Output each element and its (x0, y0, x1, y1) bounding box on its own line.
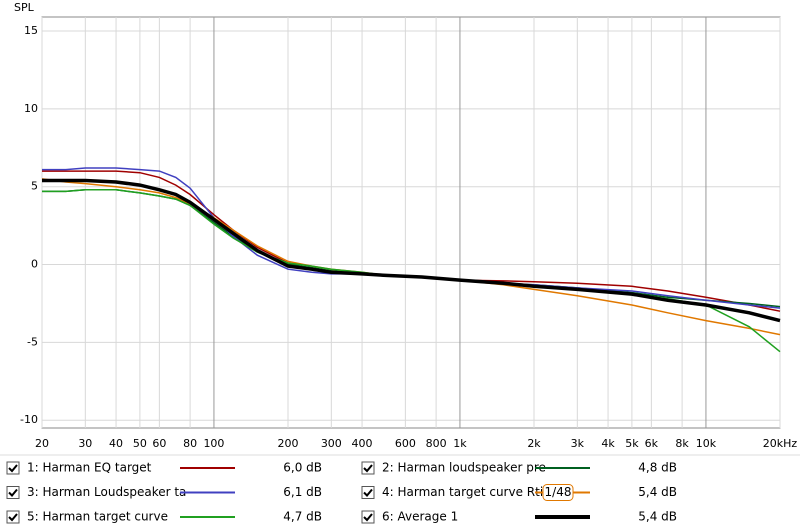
legend-level: 5,4 dB (638, 510, 677, 524)
x-tick-label: 40 (109, 437, 123, 450)
checkmark (363, 513, 373, 522)
series-line (42, 167, 781, 309)
x-tick-label: 10k (696, 437, 717, 450)
x-tick-label: 6k (645, 437, 659, 450)
x-tick-label: 60 (152, 437, 166, 450)
x-tick-label: 80 (183, 437, 197, 450)
checkbox[interactable] (6, 486, 20, 499)
legend-level: 6,0 dB (283, 461, 322, 475)
checkbox[interactable] (6, 461, 20, 475)
checkmark (8, 488, 18, 497)
legend-level: 4,8 dB (638, 461, 677, 475)
x-tick-label: 4k (601, 437, 615, 450)
y-tick-label: 5 (31, 180, 38, 193)
y-tick-label: 10 (24, 102, 38, 115)
y-axis-label: SPL (14, 1, 35, 14)
x-tick-label: 20kHz (763, 437, 798, 450)
legend-level: 6,1 dB (283, 485, 322, 499)
x-tick-label: 3k (571, 437, 585, 450)
x-tick-label: 300 (321, 437, 342, 450)
checkbox[interactable] (361, 486, 375, 499)
y-tick-label: 0 (31, 258, 38, 271)
x-tick-label: 50 (133, 437, 147, 450)
x-tick-label: 100 (203, 437, 224, 450)
y-tick-label: -10 (20, 413, 38, 426)
x-tick-label: 600 (395, 437, 416, 450)
x-tick-label: 200 (278, 437, 299, 450)
smoothing-label: 1/48 (545, 485, 572, 499)
checkmark (363, 464, 373, 473)
legend-name[interactable]: 6: Average 1 (382, 510, 458, 524)
legend-name[interactable]: 1: Harman EQ target (27, 461, 152, 475)
x-tick-label: 1k (453, 437, 467, 450)
legend-name[interactable]: 4: Harman target curve Rti (382, 485, 543, 499)
legend-name[interactable]: 2: Harman loudspeaker pre (382, 461, 546, 475)
y-tick-label: 15 (24, 24, 38, 37)
legend-level: 4,7 dB (283, 510, 322, 524)
checkbox[interactable] (361, 510, 375, 524)
x-tick-label: 2k (527, 437, 541, 450)
x-tick-label: 20 (35, 437, 49, 450)
legend-level: 5,4 dB (638, 485, 677, 499)
x-tick-label: 8k (675, 437, 689, 450)
checkbox[interactable] (6, 510, 20, 524)
checkmark (363, 488, 373, 497)
x-tick-label: 5k (625, 437, 639, 450)
checkmark (8, 464, 18, 473)
x-tick-label: 800 (426, 437, 447, 450)
smoothing-badge (542, 484, 574, 501)
y-tick-label: -5 (27, 335, 38, 348)
series-line (42, 178, 781, 323)
plot-area (41, 16, 781, 429)
legend-name[interactable]: 5: Harman target curve (27, 510, 168, 524)
checkmark (8, 513, 18, 522)
x-tick-label: 400 (352, 437, 373, 450)
legend-name[interactable]: 3: Harman Loudspeaker ta (27, 485, 186, 499)
x-tick-label: 30 (78, 437, 92, 450)
checkbox[interactable] (361, 461, 375, 475)
